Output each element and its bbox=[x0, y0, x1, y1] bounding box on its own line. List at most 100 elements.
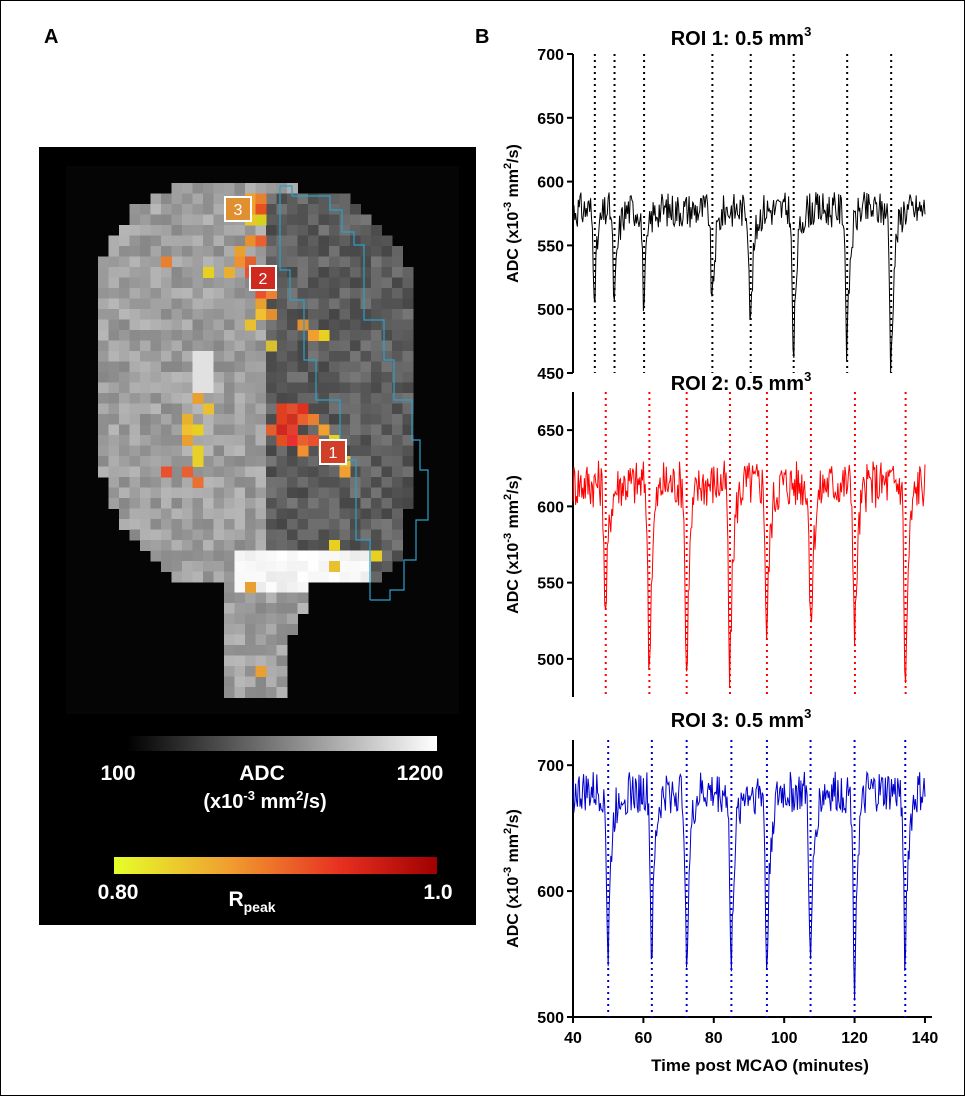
brain-voxel bbox=[360, 487, 372, 499]
brain-voxel bbox=[276, 571, 288, 583]
brain-voxel bbox=[161, 456, 172, 467]
brain-voxel bbox=[171, 214, 183, 226]
brain-voxel bbox=[329, 267, 340, 278]
brain-voxel bbox=[308, 466, 319, 478]
brain-voxel bbox=[255, 655, 267, 667]
brain-voxel bbox=[308, 277, 319, 289]
brain-voxel bbox=[119, 508, 130, 520]
brain-voxel bbox=[161, 414, 172, 425]
chart-title: ROI 2: 0.5 mm3 bbox=[671, 369, 812, 395]
brain-voxel bbox=[318, 403, 330, 415]
brain-voxel bbox=[350, 372, 361, 383]
brain-voxel bbox=[371, 235, 382, 247]
brain-voxel bbox=[150, 193, 162, 205]
brain-voxel bbox=[234, 592, 246, 604]
brain-voxel bbox=[339, 508, 351, 520]
brain-voxel bbox=[234, 466, 246, 478]
brain-voxel bbox=[371, 277, 382, 289]
rpeak-voxel bbox=[287, 435, 298, 446]
brain-voxel bbox=[339, 571, 351, 583]
brain-voxel bbox=[255, 592, 267, 604]
brain-voxel bbox=[192, 351, 204, 362]
brain-voxel bbox=[287, 466, 298, 478]
brain-voxel bbox=[297, 351, 309, 362]
brain-voxel bbox=[129, 246, 141, 257]
brain-voxel bbox=[245, 613, 256, 625]
brain-voxel bbox=[255, 634, 267, 646]
brain-voxel bbox=[140, 424, 151, 436]
brain-voxel bbox=[266, 382, 277, 394]
brain-voxel bbox=[371, 298, 382, 310]
brain-voxel bbox=[234, 508, 246, 520]
brain-voxel bbox=[371, 309, 382, 320]
brain-voxel bbox=[392, 277, 403, 289]
adc-series-line bbox=[572, 191, 926, 374]
brain-voxel bbox=[108, 246, 120, 257]
brain-voxel bbox=[203, 424, 214, 436]
rpeak-voxel bbox=[297, 445, 309, 457]
brain-voxel bbox=[108, 372, 120, 383]
brain-voxel bbox=[213, 445, 225, 457]
brain-voxel bbox=[108, 351, 120, 362]
brain-voxel bbox=[224, 529, 235, 541]
brain-voxel bbox=[255, 529, 267, 541]
brain-voxel bbox=[245, 519, 256, 530]
brain-voxel bbox=[308, 372, 319, 383]
brain-voxel bbox=[339, 540, 351, 551]
brain-voxel bbox=[108, 393, 120, 404]
brain-voxel bbox=[350, 319, 361, 331]
brain-voxel bbox=[266, 246, 277, 257]
brain-voxel bbox=[266, 571, 277, 583]
brain-voxel bbox=[297, 519, 309, 530]
brain-voxel bbox=[308, 340, 319, 352]
brain-voxel bbox=[287, 204, 298, 215]
brain-voxel bbox=[192, 571, 204, 583]
brain-voxel bbox=[182, 519, 193, 530]
brain-voxel bbox=[276, 624, 288, 635]
brain-voxel bbox=[119, 256, 130, 268]
rpeak-voxel bbox=[318, 424, 330, 436]
brain-voxel bbox=[129, 466, 141, 478]
brain-voxel bbox=[150, 298, 162, 310]
brain-voxel bbox=[308, 298, 319, 310]
brain-voxel bbox=[224, 550, 235, 562]
y-tick-label: 600 bbox=[537, 499, 564, 516]
brain-voxel bbox=[192, 414, 204, 425]
brain-voxel bbox=[276, 372, 288, 383]
brain-voxel bbox=[129, 519, 141, 530]
brain-voxel bbox=[161, 529, 172, 541]
brain-voxel bbox=[266, 214, 277, 226]
rpeak-voxel bbox=[255, 235, 267, 247]
brain-voxel bbox=[318, 351, 330, 362]
brain-voxel bbox=[182, 319, 193, 331]
brain-voxel bbox=[360, 477, 372, 488]
adc-unit: (x10-3 mm2/s) bbox=[203, 788, 326, 813]
brain-voxel bbox=[119, 319, 130, 331]
brain-voxel bbox=[245, 540, 256, 551]
brain-voxel bbox=[318, 561, 330, 572]
brain-voxel bbox=[276, 204, 288, 215]
brain-voxel bbox=[98, 340, 109, 352]
brain-voxel bbox=[339, 351, 351, 362]
brain-voxel bbox=[266, 183, 277, 194]
brain-voxel bbox=[329, 393, 340, 404]
chart-roi-1: ROI 1: 0.5 mm3 ADC (x10-3 mm2/s) 450 500 550… bbox=[502, 24, 926, 383]
brain-voxel bbox=[182, 508, 193, 520]
brain-voxel bbox=[308, 193, 319, 205]
y-tick-label: 600 bbox=[537, 175, 564, 192]
brain-voxel bbox=[297, 498, 309, 509]
brain-voxel bbox=[224, 676, 235, 688]
brain-voxel bbox=[297, 561, 309, 572]
brain-voxel bbox=[140, 256, 151, 268]
adc-series-line bbox=[572, 460, 926, 687]
brain-voxel bbox=[266, 550, 277, 562]
brain-voxel bbox=[192, 183, 204, 194]
brain-voxel bbox=[339, 340, 351, 352]
brain-voxel bbox=[276, 330, 288, 341]
brain-voxel bbox=[234, 634, 246, 646]
brain-voxel bbox=[371, 540, 382, 551]
brain-voxel bbox=[98, 372, 109, 383]
brain-voxel bbox=[255, 456, 267, 467]
brain-voxel bbox=[119, 435, 130, 446]
brain-voxel bbox=[371, 256, 382, 268]
